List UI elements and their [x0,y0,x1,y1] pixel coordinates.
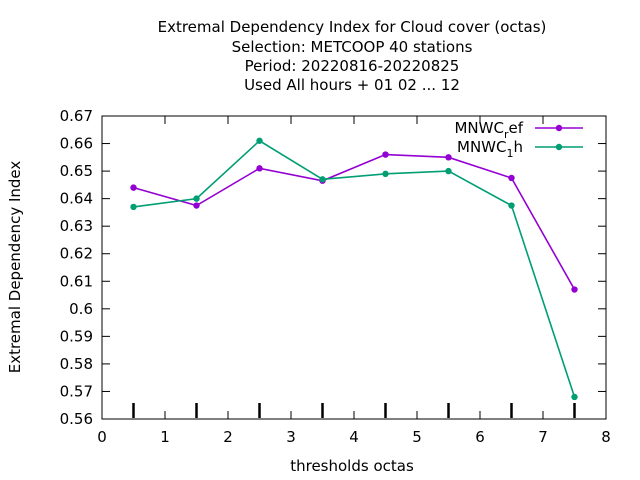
y-tick-label: 0.58 [60,355,93,373]
y-tick-label: 0.61 [60,272,93,290]
plot-frame [101,115,607,420]
series-1-point [193,202,200,209]
x-tick-label: 1 [160,428,170,446]
y-axis-label: Extremal Dependency Index [6,161,24,374]
series-2-point [508,202,515,209]
y-tick-label: 0.64 [60,190,93,208]
series-1-point [130,184,137,191]
y-tick-label: 0.6 [69,300,93,318]
x-tick-label: 3 [286,428,296,446]
series-2-point [571,393,578,401]
y-tick-label: 0.66 [60,135,93,153]
series-1-point [571,286,578,293]
series-2-point [319,176,326,183]
plot-border [101,115,607,420]
series-2-point [193,195,200,202]
title-line-3: Period: 20220816-20220825 [245,57,460,75]
y-tick-label: 0.62 [60,245,93,263]
x-tick-label: 0 [97,428,107,446]
legend-marker-2 [555,143,563,151]
y-tick-label: 0.63 [60,217,93,235]
y-axis-ticks: 0.56 0.57 0.58 0.59 0.6 0.61 0.62 0.63 0.64 0.65 0… [60,107,606,428]
series-layer [130,137,578,401]
series-line-2 [133,139,576,398]
series-1-point [382,151,389,158]
legend-label-2: MNWC1h [457,138,523,160]
title-line-1: Extremal Dependency Index for Cloud cove… [158,18,547,36]
series-2-point [130,203,137,211]
y-tick-label: 0.65 [60,162,93,180]
x-tick-label: 4 [349,428,359,446]
x-tick-label: 6 [475,428,485,446]
title-line-2: Selection: METCOOP 40 stations [232,38,473,56]
x-tick-label: 8 [601,428,611,446]
x-tick-label: 2 [223,428,233,446]
series-2-point [256,137,263,144]
legend-label-1: MNWCref [454,119,523,141]
series-1-point [445,154,452,161]
x-tick-label: 7 [538,428,548,446]
y-tick-label: 0.57 [60,382,93,400]
legend-marker-1 [555,124,563,132]
series-1-point [256,165,263,172]
series-2-point [445,167,452,175]
series-1-point [508,174,515,182]
y-tick-label: 0.56 [60,410,93,428]
title-line-4: Used All hours + 01 02 ... 12 [244,76,460,94]
series-line-1 [133,153,576,290]
y-tick-label: 0.67 [60,107,93,125]
x-axis-ticks: 0 1 2 3 4 5 6 7 8 [97,116,611,446]
y-tick-label: 0.59 [60,327,93,345]
x-axis-label: thresholds octas [290,457,414,475]
chart-title: Extremal Dependency Index for Cloud cove… [158,18,547,94]
x-tick-label: 5 [412,428,422,446]
series-2-point [382,170,389,178]
